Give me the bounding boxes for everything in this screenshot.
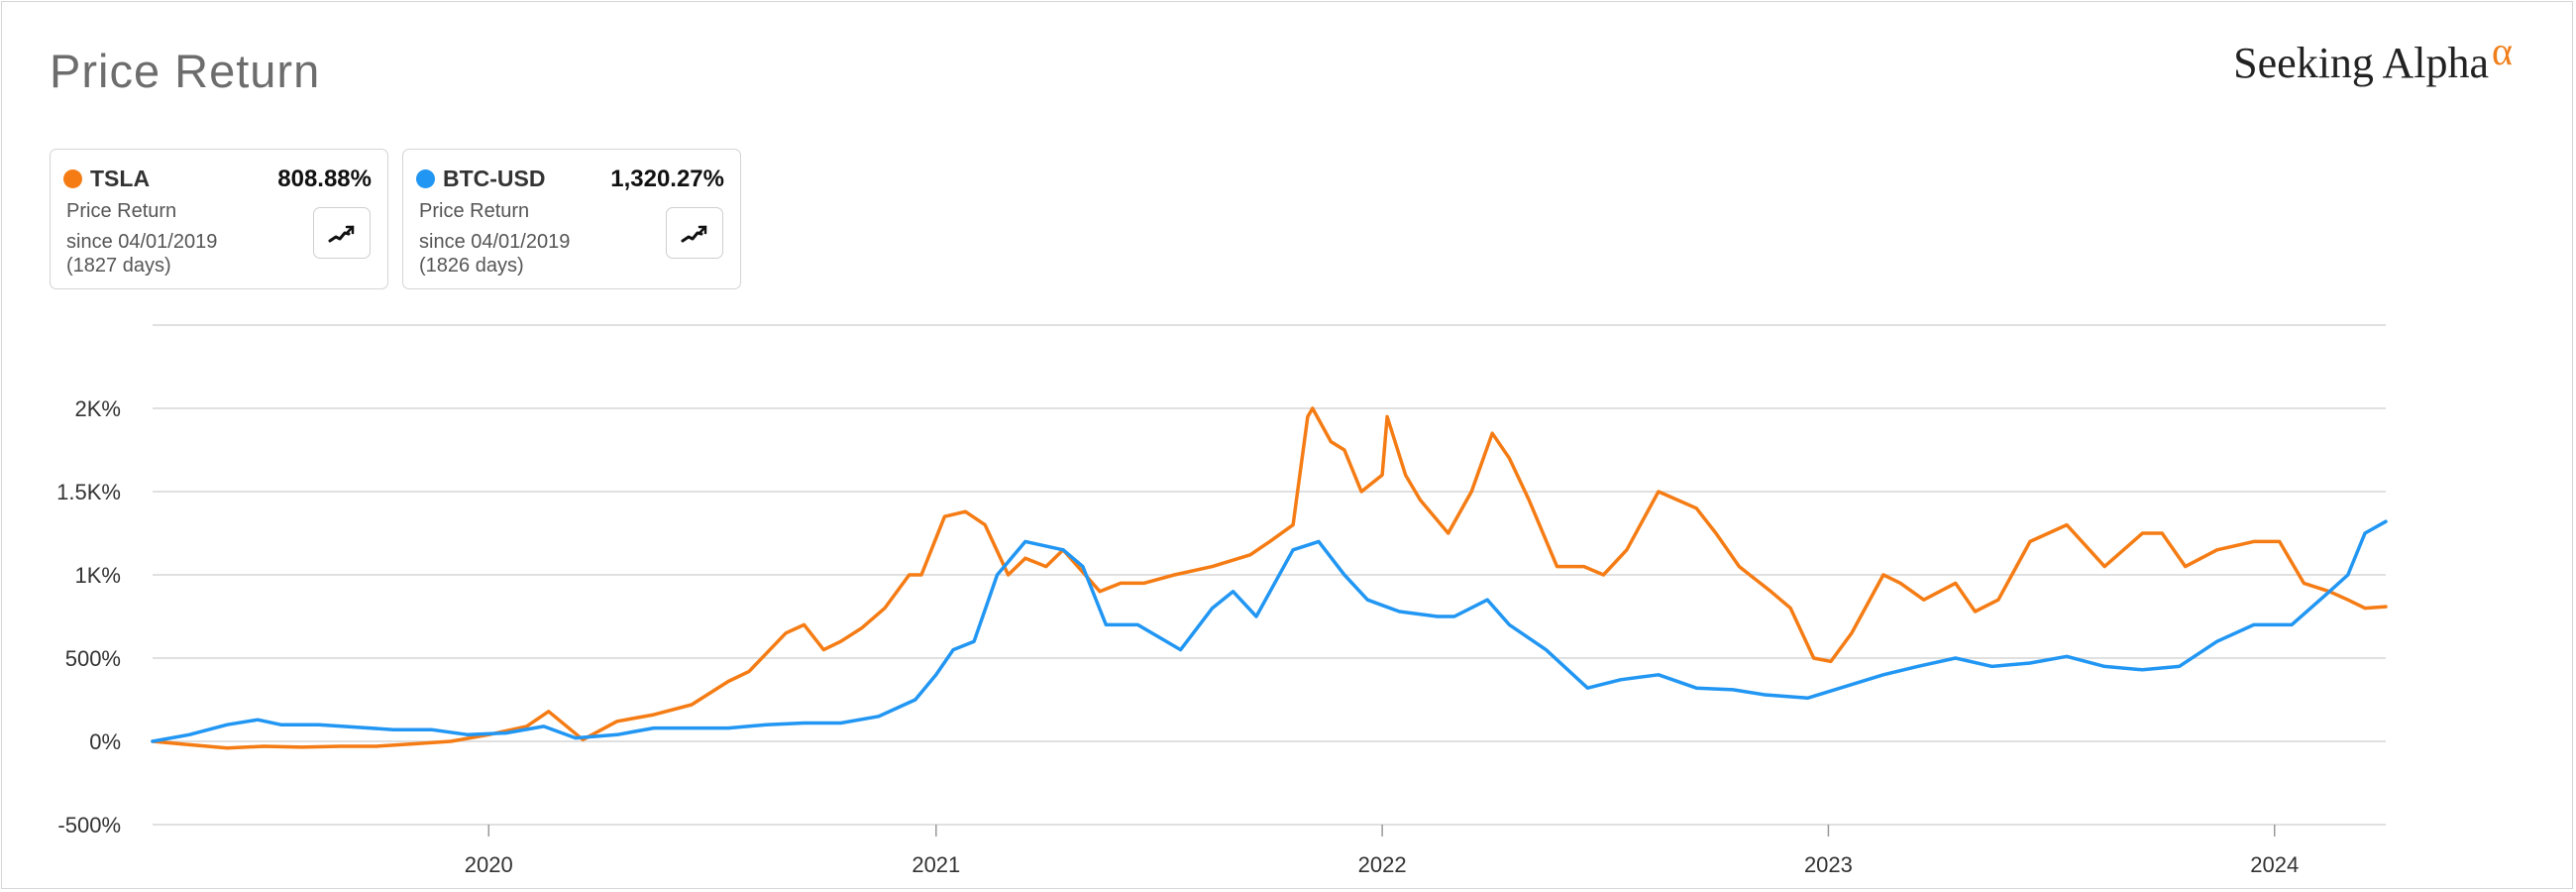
series-return-value: 1,320.27% [610,166,724,192]
chart-type-button[interactable] [313,207,371,259]
y-tick-label: 0% [89,729,121,754]
y-tick-label: 500% [65,646,121,671]
x-tick-label: 2022 [1358,852,1407,877]
series-card-tsla[interactable]: TSLA 808.88% Price Return since 04/01/20… [50,149,388,289]
x-tick-label: 2020 [465,852,513,877]
series-since-date: since 04/01/2019 [419,231,571,253]
chart-title: Price Return [50,45,321,97]
series-return-value: 808.88% [277,166,372,192]
series-color-dot [416,169,435,188]
brand-logo[interactable]: Seeking Alpha α [2233,29,2513,88]
series-line-tsla [151,406,2388,750]
series-since-date: since 04/01/2019 [66,231,218,253]
brand-name: Seeking Alpha [2233,39,2490,87]
series-color-dot [63,169,82,188]
series-metric-label: Price Return [419,200,530,222]
x-tick-label: 2023 [1804,852,1853,877]
series-line-btc-usd [151,519,2388,743]
chart-trend-icon [328,225,355,243]
y-tick-label: -500% [57,813,121,837]
series-days-count: (1827 days) [66,255,171,277]
chart-trend-icon [681,225,707,243]
brand-alpha-symbol: α [2492,29,2513,73]
y-tick-label: 1K% [75,563,121,588]
chart-type-button[interactable] [666,207,723,259]
x-tick-label: 2024 [2250,852,2299,877]
series-days-count: (1826 days) [419,255,524,277]
series-metric-label: Price Return [66,200,177,222]
series-card-btc-usd[interactable]: BTC-USD 1,320.27% Price Return since 04/… [402,149,741,289]
x-tick-label: 2021 [912,852,960,877]
y-tick-label: 1.5K% [56,480,121,504]
y-tick-label: 2K% [75,396,121,421]
series-ticker: TSLA [90,166,151,191]
series-ticker: BTC-USD [443,166,546,191]
